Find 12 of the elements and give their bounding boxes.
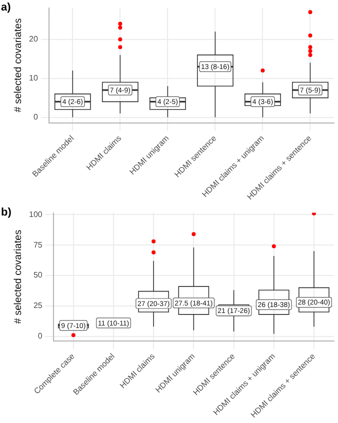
y-tick-label: 25 [33,301,43,310]
y-tick-label: 0 [33,112,38,122]
y-tick-label: 20 [28,34,38,44]
y-tick-label: 0 [38,332,43,341]
y-axis-title: # selected covariates [12,18,24,112]
y-tick-label: 50 [33,270,43,280]
y-tick-label: 100 [28,210,43,219]
chart-title: a) [1,2,12,14]
y-axis-title: # selected covariates [12,230,24,324]
y-tick-label: 10 [28,74,38,83]
chart-title: b) [1,206,12,219]
y-tick-label: 75 [33,240,43,250]
